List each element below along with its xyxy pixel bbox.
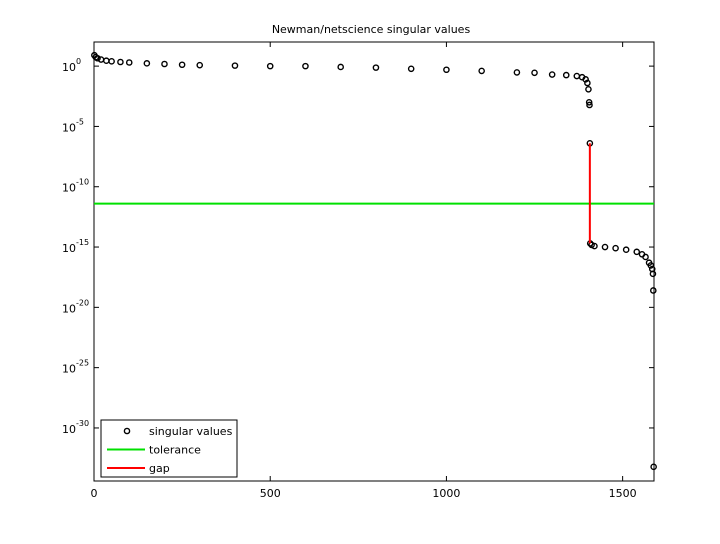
data-point xyxy=(372,64,380,71)
data-point xyxy=(143,60,151,67)
data-point xyxy=(649,270,657,278)
data-point xyxy=(407,65,415,73)
data-point xyxy=(586,101,593,109)
y-tick-exponent: -25 xyxy=(76,359,89,368)
data-point xyxy=(178,61,186,69)
y-tick-base: 10 xyxy=(62,363,76,376)
data-point xyxy=(650,463,657,471)
legend-label: singular values xyxy=(149,425,233,438)
y-tick-exponent: -15 xyxy=(76,238,89,247)
y-tick-label: 100 xyxy=(62,57,81,74)
data-point xyxy=(591,242,598,250)
data-point xyxy=(601,243,609,251)
plot-area xyxy=(93,41,655,482)
data-point xyxy=(584,79,591,87)
data-point xyxy=(125,59,133,66)
y-tick-base: 10 xyxy=(62,182,76,195)
y-tick-label: 10-25 xyxy=(62,359,89,376)
data-point xyxy=(302,62,309,70)
data-point xyxy=(585,99,593,106)
y-tick-label: 10-30 xyxy=(62,419,89,436)
data-point xyxy=(337,63,344,71)
x-tick-label: 0 xyxy=(91,487,98,500)
x-tick-label: 1000 xyxy=(432,487,460,500)
data-point xyxy=(161,60,168,68)
legend-marker xyxy=(123,427,131,435)
data-point xyxy=(548,71,556,78)
y-tick-label: 10-15 xyxy=(62,238,89,255)
data-point xyxy=(622,246,630,254)
x-tick-label: 1500 xyxy=(609,487,637,500)
y-tick-base: 10 xyxy=(62,423,76,436)
legend-label: tolerance xyxy=(149,444,201,457)
y-tick-base: 10 xyxy=(62,242,76,255)
chart-title: Newman/netscience singular values xyxy=(272,23,471,36)
data-point xyxy=(642,253,649,261)
data-point xyxy=(649,287,657,294)
y-tick-label: 10-5 xyxy=(62,117,84,134)
x-tick-label: 500 xyxy=(260,487,281,500)
data-point xyxy=(647,262,655,269)
y-tick-label: 10-20 xyxy=(62,298,89,315)
data-point xyxy=(231,62,239,69)
y-tick-base: 10 xyxy=(62,302,76,315)
y-tick-exponent: -10 xyxy=(76,178,89,187)
y-tick-exponent: 0 xyxy=(76,57,81,66)
data-point xyxy=(196,61,204,69)
data-point xyxy=(513,69,521,76)
legend-label: gap xyxy=(149,462,170,475)
data-point xyxy=(108,58,115,65)
data-point xyxy=(633,248,641,256)
data-point xyxy=(531,69,538,77)
y-tick-exponent: -20 xyxy=(76,298,89,307)
data-point xyxy=(585,85,592,93)
y-tick-exponent: -30 xyxy=(76,419,89,428)
y-tick-base: 10 xyxy=(62,121,76,134)
data-point xyxy=(117,58,124,66)
data-point xyxy=(266,62,274,70)
data-point xyxy=(443,66,450,74)
data-point xyxy=(612,244,619,252)
data-point xyxy=(94,54,101,62)
y-tick-label: 10-10 xyxy=(62,178,89,195)
y-tick-base: 10 xyxy=(62,61,76,74)
data-point xyxy=(562,71,570,79)
data-point xyxy=(478,67,485,75)
y-tick-exponent: -5 xyxy=(76,117,84,126)
